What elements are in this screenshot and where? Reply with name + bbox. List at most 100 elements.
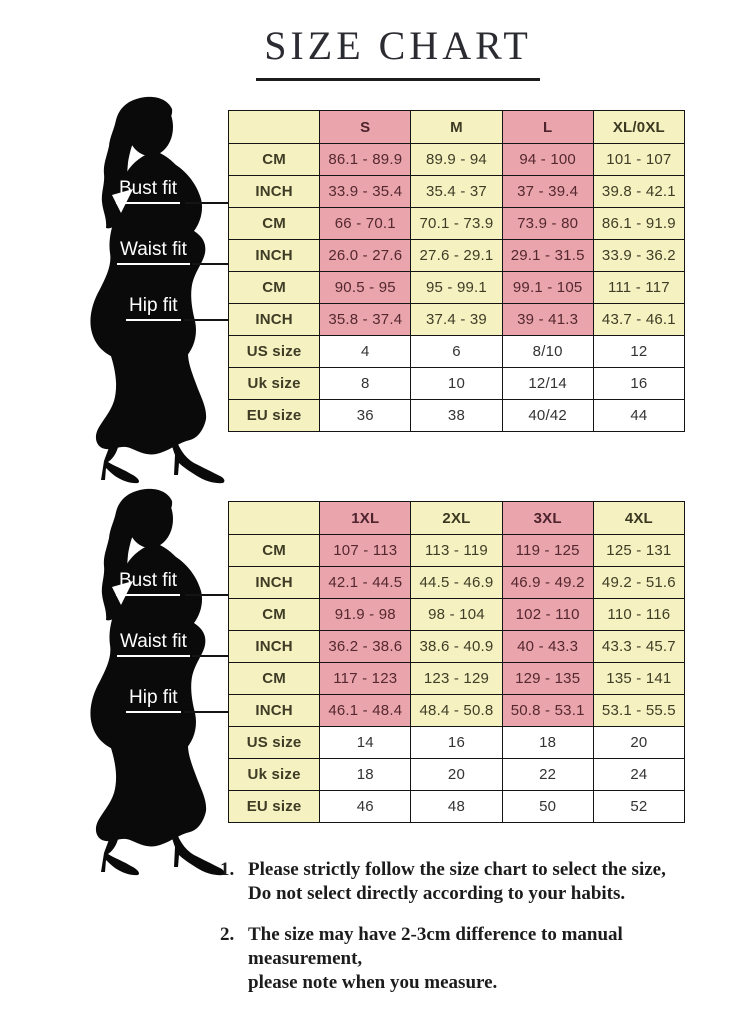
column-header: 3XL [501,501,594,535]
column-header: 2XL [410,501,503,535]
table-row: INCH 33.9 - 35.4 35.4 - 37 37 - 39.4 39.8 - … [227,175,686,208]
value-cell: 38.6 - 40.9 [410,630,503,663]
note-number: 1. [220,859,235,880]
note-line-1: Please strictly follow the size chart to… [248,859,666,880]
table-row: CM 91.9 - 98 98 - 104 102 - 110 110 - 116 [227,598,686,631]
hip-pointer-line [184,319,229,321]
value-cell: 119 - 125 [501,534,594,567]
waist-pointer-line [192,655,229,657]
value-cell: 129 - 135 [501,662,594,695]
value-cell: 14 [319,726,412,759]
row-label: CM [227,598,321,631]
value-cell: 50 [501,790,594,823]
size-table-plus: 1XL 2XL 3XL 4XL CM 107 - 113 113 - 119 119 - 12… [227,501,686,823]
row-label: CM [227,143,321,176]
row-label: INCH [227,303,321,336]
table-row: CM 86.1 - 89.9 89.9 - 94 94 - 100 101 - 107 [227,143,686,176]
value-cell: 111 - 117 [592,271,686,304]
value-cell: 16 [592,367,686,400]
waist-fit-label: Waist fit [117,240,190,265]
value-cell: 46.9 - 49.2 [501,566,594,599]
value-cell: 91.9 - 98 [319,598,412,631]
bust-fit-label: Bust fit [116,179,181,204]
row-label: US size [227,335,321,368]
value-cell: 33.9 - 36.2 [592,239,686,272]
value-cell: 36 [319,399,412,432]
value-cell: 37 - 39.4 [501,175,594,208]
value-cell: 48 [410,790,503,823]
value-cell: 135 - 141 [592,662,686,695]
value-cell: 66 - 70.1 [319,207,412,240]
row-label: Uk size [227,367,321,400]
value-cell: 53.1 - 55.5 [592,694,686,727]
value-cell: 89.9 - 94 [410,143,503,176]
row-label: INCH [227,175,321,208]
note-line-2: please note when you measure. [248,972,498,993]
value-cell: 110 - 116 [592,598,686,631]
header-row: 1XL 2XL 3XL 4XL [227,501,686,535]
woman-silhouette-figure-2 [62,487,237,877]
value-cell: 95 - 99.1 [410,271,503,304]
hip-pointer-line [184,711,229,713]
value-cell: 18 [501,726,594,759]
corner-cell [227,501,321,535]
value-cell: 113 - 119 [410,534,503,567]
row-label: CM [227,662,321,695]
table-row: US size 4 6 8/10 12 [227,335,686,368]
note-1: 1. Please strictly follow the size chart… [220,858,736,906]
value-cell: 20 [592,726,686,759]
row-label: INCH [227,239,321,272]
row-label: CM [227,271,321,304]
table-row: CM 107 - 113 113 - 119 119 - 125 125 - 131 [227,534,686,567]
value-cell: 117 - 123 [319,662,412,695]
page-title: SIZE CHART [256,22,540,81]
row-label: US size [227,726,321,759]
value-cell: 50.8 - 53.1 [501,694,594,727]
value-cell: 22 [501,758,594,791]
row-label: CM [227,534,321,567]
value-cell: 48.4 - 50.8 [410,694,503,727]
table-row: INCH 46.1 - 48.4 48.4 - 50.8 50.8 - 53.1 53.… [227,694,686,727]
value-cell: 37.4 - 39 [410,303,503,336]
hip-fit-label: Hip fit [126,296,181,321]
table-row: EU size 46 48 50 52 [227,790,686,823]
value-cell: 26.0 - 27.6 [319,239,412,272]
bust-pointer-line [185,594,229,596]
value-cell: 90.5 - 95 [319,271,412,304]
woman-silhouette-figure-1 [62,95,237,485]
value-cell: 35.4 - 37 [410,175,503,208]
table-row: INCH 42.1 - 44.5 44.5 - 46.9 46.9 - 49.2 49.… [227,566,686,599]
table-row: Uk size 18 20 22 24 [227,758,686,791]
note-text: Please strictly follow the size chart to… [248,858,736,906]
value-cell: 18 [319,758,412,791]
value-cell: 123 - 129 [410,662,503,695]
value-cell: 12 [592,335,686,368]
table-row: EU size 36 38 40/42 44 [227,399,686,432]
value-cell: 46.1 - 48.4 [319,694,412,727]
value-cell: 33.9 - 35.4 [319,175,412,208]
value-cell: 4 [319,335,412,368]
row-label: INCH [227,694,321,727]
header-row: S M L XL/0XL [227,110,686,144]
value-cell: 98 - 104 [410,598,503,631]
table-row: CM 66 - 70.1 70.1 - 73.9 73.9 - 80 86.1 - 91… [227,207,686,240]
value-cell: 29.1 - 31.5 [501,239,594,272]
column-header: L [501,110,594,144]
value-cell: 35.8 - 37.4 [319,303,412,336]
row-label: INCH [227,630,321,663]
value-cell: 125 - 131 [592,534,686,567]
table-row: CM 117 - 123 123 - 129 129 - 135 135 - 141 [227,662,686,695]
value-cell: 102 - 110 [501,598,594,631]
value-cell: 12/14 [501,367,594,400]
value-cell: 16 [410,726,503,759]
value-cell: 70.1 - 73.9 [410,207,503,240]
row-label: INCH [227,566,321,599]
hip-fit-label: Hip fit [126,688,181,713]
value-cell: 86.1 - 89.9 [319,143,412,176]
value-cell: 44 [592,399,686,432]
column-header: XL/0XL [592,110,686,144]
note-line-2: Do not select directly according to your… [248,883,626,904]
row-label: Uk size [227,758,321,791]
woman-silhouette-icon [90,96,225,484]
table-row: CM 90.5 - 95 95 - 99.1 99.1 - 105 111 - 117 [227,271,686,304]
